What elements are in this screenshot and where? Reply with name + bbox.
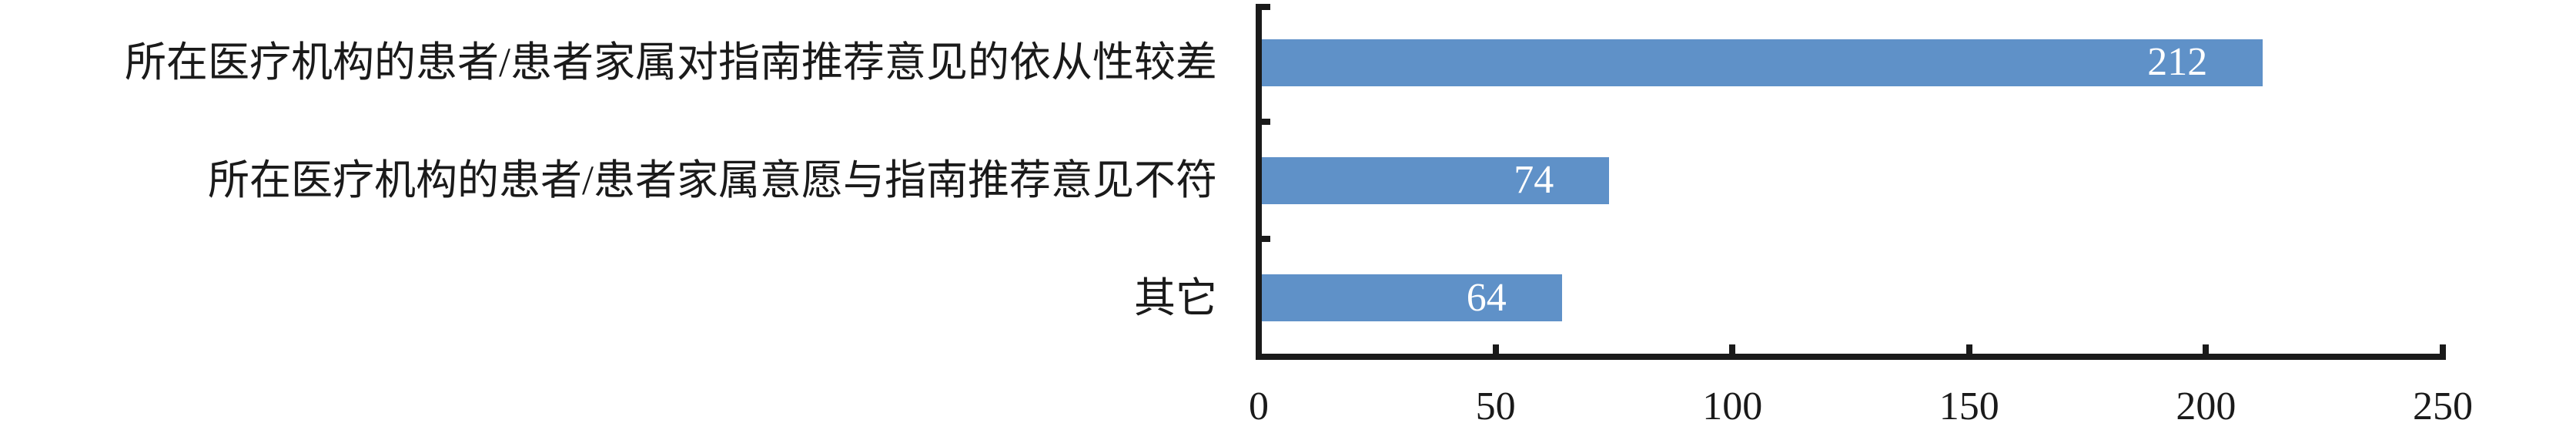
bar: 212 xyxy=(1262,39,2263,86)
x-axis-line xyxy=(1256,354,2446,360)
x-axis-tick xyxy=(2203,344,2210,354)
y-axis-tick xyxy=(1258,4,1270,10)
y-axis-tick xyxy=(1258,118,1270,125)
value-label: 74 xyxy=(1514,158,1554,202)
bar: 64 xyxy=(1262,274,1562,322)
value-label: 64 xyxy=(1466,275,1507,320)
x-axis-tick xyxy=(1492,344,1499,354)
x-tick-label: 0 xyxy=(1249,385,1269,428)
category-label: 所在医疗机构的患者/患者家属意愿与指南推荐意见不符 xyxy=(207,157,1217,203)
x-axis-tick xyxy=(1256,344,1262,354)
x-tick-label: 150 xyxy=(1939,385,1999,428)
category-label: 其它 xyxy=(1134,274,1217,321)
x-tick-label: 200 xyxy=(2176,385,2236,428)
x-axis-tick xyxy=(1729,344,1736,354)
x-axis-tick xyxy=(2440,344,2446,354)
category-label: 所在医疗机构的患者/患者家属对指南推荐意见的依从性较差 xyxy=(124,39,1217,86)
x-tick-label: 250 xyxy=(2413,385,2473,428)
y-axis-tick xyxy=(1258,236,1270,243)
x-tick-label: 100 xyxy=(1702,385,1763,428)
bar: 74 xyxy=(1262,156,1610,204)
y-axis-line xyxy=(1256,4,1262,360)
x-tick-label: 50 xyxy=(1475,385,1516,428)
x-axis-tick xyxy=(1965,344,1972,354)
value-label: 212 xyxy=(2147,40,2208,85)
